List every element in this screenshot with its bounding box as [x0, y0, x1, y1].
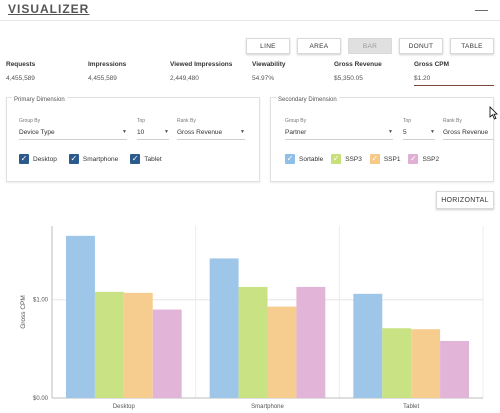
metric-viewed-impressions[interactable]: Viewed Impressions 2,449,480 — [170, 61, 250, 82]
primary-rank-by-select[interactable]: Rank By Gross Revenue ▼ — [177, 118, 245, 140]
check-icon: ✓ — [331, 154, 342, 164]
bar-sortable-smartphone — [209, 258, 239, 398]
select-label: Top — [137, 118, 146, 124]
checkbox-label: SSP3 — [345, 155, 362, 163]
bar-ssp1-smartphone — [267, 306, 297, 398]
checkbox-label: SSP1 — [383, 155, 401, 163]
primary-top-select[interactable]: Top 10 ▼ — [137, 118, 169, 140]
select-label: Top — [403, 118, 412, 124]
bar-ssp3-tablet — [382, 328, 412, 398]
caret-down-icon: ▼ — [122, 129, 127, 135]
check-icon: ✓ — [130, 154, 141, 164]
metric-label: Viewability — [252, 61, 286, 68]
checkbox-sortable[interactable]: ✓ Sortable — [285, 154, 323, 164]
checkbox-label: Desktop — [33, 155, 57, 163]
metric-value: 2,449,480 — [170, 75, 199, 82]
metric-label: Impressions — [88, 61, 127, 68]
checkbox-label: Smartphone — [82, 155, 119, 163]
bar-button[interactable]: BAR — [348, 38, 392, 54]
metric-value: 54.97% — [252, 75, 275, 82]
checkbox-smartphone[interactable]: ✓ Smartphone — [68, 154, 119, 164]
metric-value: 4,455,589 — [6, 75, 35, 82]
title-divider — [0, 20, 500, 21]
check-icon: ✓ — [408, 154, 419, 164]
bar-sortable-tablet — [353, 293, 383, 398]
caret-down-icon: ▼ — [430, 129, 435, 135]
metric-gross-cpm[interactable]: Gross CPM $1.20 — [414, 61, 494, 86]
primary-group-by-select[interactable]: Group By Device Type ▼ — [19, 118, 127, 140]
checkbox-label: SSP2 — [422, 155, 440, 163]
minimize-icon[interactable]: — — [475, 2, 488, 17]
bar-ssp1-desktop — [123, 292, 153, 398]
chart-type-toolbar: LINE AREA BAR DONUT TABLE — [246, 38, 494, 54]
secondary-top-select[interactable]: Top 5 ▼ — [403, 118, 435, 140]
select-value: 5 — [403, 129, 407, 136]
x-tick-label: Tablet — [403, 404, 419, 410]
metric-viewability[interactable]: Viewability 54.97% — [252, 61, 332, 82]
select-value: Device Type — [19, 129, 55, 136]
select-label: Group By — [19, 118, 41, 124]
checkbox-ssp3[interactable]: ✓ SSP3 — [331, 154, 362, 164]
secondary-dimension-panel: Secondary Dimension Group By Partner ▼ To… — [270, 97, 494, 182]
area-button[interactable]: AREA — [297, 38, 341, 54]
donut-button[interactable]: DONUT — [399, 38, 443, 54]
y-axis-label: Gross CPM — [20, 295, 27, 329]
select-value: 10 — [137, 129, 145, 136]
bar-ssp2-desktop — [152, 309, 182, 398]
metric-gross-revenue[interactable]: Gross Revenue $5,350.05 — [334, 61, 412, 82]
check-icon: ✓ — [285, 154, 295, 164]
bar-sortable-desktop — [66, 235, 95, 398]
checkbox-tablet[interactable]: ✓ Tablet — [130, 154, 162, 164]
table-button[interactable]: TABLE — [450, 38, 494, 54]
panel-title: Primary Dimension — [12, 97, 67, 103]
y-tick-label: $1.00 — [33, 298, 49, 304]
y-tick-label: $0.00 — [33, 396, 49, 402]
metric-value: $5,350.05 — [334, 75, 363, 82]
metric-value: 4,455,589 — [88, 75, 117, 82]
metric-label: Viewed Impressions — [170, 61, 233, 68]
bar-ssp3-smartphone — [238, 286, 268, 398]
metric-requests[interactable]: Requests 4,455,589 — [6, 61, 86, 82]
select-label: Group By — [285, 118, 307, 124]
metrics-row: Requests 4,455,589 Impressions 4,455,589… — [6, 61, 494, 89]
panel-title: Secondary Dimension — [276, 97, 339, 103]
select-value: Partner — [285, 129, 307, 136]
caret-down-icon: ▼ — [388, 129, 393, 135]
checkbox-ssp1[interactable]: ✓ SSP1 — [369, 154, 401, 164]
x-tick-label: Smartphone — [251, 404, 284, 410]
check-icon: ✓ — [369, 154, 380, 164]
metric-label: Gross CPM — [414, 61, 450, 68]
metric-impressions[interactable]: Impressions 4,455,589 — [88, 61, 168, 82]
app-title: VISUALIZER — [8, 2, 90, 16]
select-label: Rank By — [443, 118, 462, 124]
check-icon: ✓ — [68, 154, 79, 164]
checkbox-label: Sortable — [299, 155, 324, 163]
metric-label: Gross Revenue — [334, 61, 382, 68]
checkbox-ssp2[interactable]: ✓ SSP2 — [408, 154, 439, 164]
secondary-group-by-select[interactable]: Group By Partner ▼ — [285, 118, 393, 140]
metric-value: $1.20 — [414, 75, 431, 82]
secondary-rank-by-select[interactable]: Rank By Gross Revenue — [443, 118, 493, 140]
bar-ssp2-tablet — [440, 340, 469, 398]
mouse-cursor-icon — [489, 106, 498, 120]
checkbox-desktop[interactable]: ✓ Desktop — [19, 154, 57, 164]
horizontal-button[interactable]: HORIZONTAL — [436, 191, 494, 209]
caret-down-icon: ▼ — [164, 129, 169, 135]
primary-checkbox-row: ✓ Desktop ✓ Smartphone ✓ Tablet — [19, 154, 174, 164]
check-icon: ✓ — [19, 154, 29, 164]
select-value: Gross Revenue — [443, 129, 489, 136]
x-tick-label: Desktop — [113, 404, 136, 410]
primary-dimension-panel: Primary Dimension Group By Device Type ▼ … — [6, 97, 260, 182]
secondary-checkbox-row: ✓ Sortable ✓ SSP3 ✓ SSP1 ✓ SSP2 — [285, 154, 439, 164]
bar-ssp2-smartphone — [296, 286, 326, 398]
select-label: Rank By — [177, 118, 196, 124]
bar-ssp3-desktop — [94, 291, 124, 398]
caret-down-icon: ▼ — [240, 129, 245, 135]
bar-chart: $0.00 $1.00 Gross CPM Desktop Smartphone Tabl… — [20, 226, 484, 410]
line-button[interactable]: LINE — [246, 38, 290, 54]
bar-ssp1-tablet — [411, 329, 441, 398]
metric-label: Requests — [6, 61, 36, 68]
checkbox-label: Tablet — [144, 155, 162, 163]
select-value: Gross Revenue — [177, 129, 223, 136]
